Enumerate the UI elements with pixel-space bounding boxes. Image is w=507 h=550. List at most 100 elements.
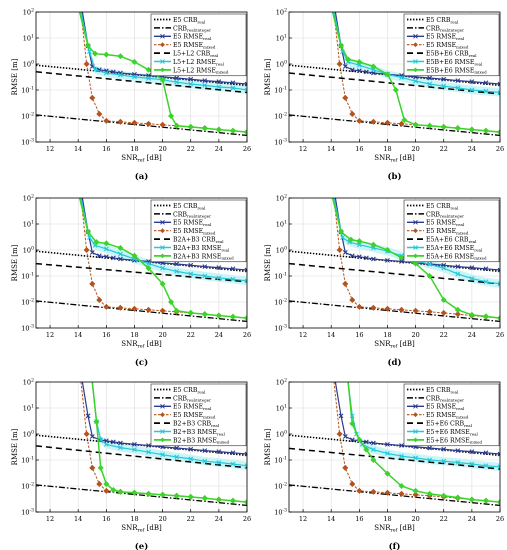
series-line-1 xyxy=(289,484,500,507)
x-tick-label: 22 xyxy=(187,331,195,339)
data-point xyxy=(356,436,363,443)
data-point xyxy=(426,122,433,129)
x-axis-label: SNRref [dB] xyxy=(374,524,415,534)
x-axis-label-main: SNR xyxy=(374,524,391,532)
legend-label: E5B+E6 RMSEmixed xyxy=(426,67,487,74)
x-axis-label: SNRref [dB] xyxy=(121,154,162,164)
data-point xyxy=(215,496,222,503)
data-point xyxy=(244,451,247,457)
legend-label: E5B+E6 RMSEreal xyxy=(426,59,483,66)
y-tick-label: 101 xyxy=(276,404,287,413)
series-line-4 xyxy=(289,447,500,470)
data-point xyxy=(356,303,363,310)
data-point xyxy=(455,85,461,91)
x-axis-label-unit: [dB] xyxy=(397,154,415,162)
legend-swatch-marker xyxy=(160,245,165,250)
legend-label: E5B+E6 CRBreal xyxy=(426,51,477,58)
series-line-4 xyxy=(289,72,500,95)
y-tick-base: 10 xyxy=(276,35,284,43)
legend-label: B2+B3 CRBreal xyxy=(173,421,220,428)
data-point xyxy=(385,257,390,263)
data-point xyxy=(440,492,447,499)
x-axis-label-main: SNR xyxy=(121,340,138,348)
data-point xyxy=(440,309,447,316)
legend-label-main: E5 RMSE xyxy=(173,220,204,227)
data-point xyxy=(412,260,419,267)
data-point xyxy=(93,239,100,246)
data-point xyxy=(202,78,208,83)
y-axis-label: RMSE [m] xyxy=(11,428,19,465)
data-point xyxy=(230,450,236,456)
legend-swatch-marker xyxy=(160,253,165,259)
legend-label-sub: real xyxy=(450,19,459,24)
x-tick-label: 16 xyxy=(355,145,363,153)
data-point xyxy=(497,464,500,470)
data-point xyxy=(202,264,208,269)
data-point xyxy=(173,492,180,499)
data-point xyxy=(243,129,247,136)
legend-label-sub: real/integer xyxy=(187,214,211,219)
data-point xyxy=(202,448,208,453)
x-tick-label: 16 xyxy=(355,331,363,339)
panel-label: (a) xyxy=(135,171,149,182)
data-point xyxy=(201,495,208,502)
data-point xyxy=(173,122,180,129)
x-tick-label: 18 xyxy=(383,331,391,339)
y-tick-exponent: 2 xyxy=(31,8,34,14)
data-point xyxy=(230,80,236,86)
legend-swatch-marker xyxy=(160,42,165,48)
legend-label-main: E5 RMSE xyxy=(426,404,457,411)
data-point xyxy=(103,70,109,76)
data-point xyxy=(483,88,489,94)
legend-label-sub: mixed xyxy=(203,230,216,235)
data-point xyxy=(370,118,377,125)
y-tick-exponent: 2 xyxy=(31,378,34,384)
data-point xyxy=(230,276,236,282)
data-point xyxy=(454,494,461,501)
legend-label-sub: real xyxy=(197,205,206,210)
data-point xyxy=(454,306,461,313)
legend-label-main: B2A+B3 CRB xyxy=(173,237,216,244)
legend-swatch-marker xyxy=(160,33,165,39)
y-tick-label: 100 xyxy=(276,246,287,255)
data-point xyxy=(145,490,152,497)
data-point xyxy=(370,241,377,248)
x-tick-label: 22 xyxy=(440,515,448,523)
legend-label: E5 RMSEmixed xyxy=(426,42,469,49)
x-tick-label: 20 xyxy=(158,145,166,153)
data-point xyxy=(363,446,370,453)
data-point xyxy=(92,50,99,57)
data-point xyxy=(117,118,124,125)
y-axis-label: RMSE [m] xyxy=(11,58,19,95)
x-axis-label-sub: ref xyxy=(390,344,398,350)
data-point xyxy=(83,246,90,254)
y-tick-label: 10-2 xyxy=(21,112,34,121)
x-tick-label: 16 xyxy=(355,515,363,523)
data-point xyxy=(482,127,489,134)
legend-label-main: E5 RMSE xyxy=(426,220,457,227)
series-line-5 xyxy=(80,12,247,91)
legend-label-main: E5 CRB xyxy=(426,203,451,210)
y-tick-base: 10 xyxy=(274,299,282,307)
data-point xyxy=(230,461,236,467)
legend-label: E5 RMSEreal xyxy=(173,404,212,411)
legend-label-sub: real xyxy=(468,239,477,244)
y-tick-exponent: -3 xyxy=(30,138,35,144)
data-point xyxy=(469,276,475,281)
y-axis-label: RMSE [m] xyxy=(264,58,272,95)
legend-label-main: E5A+E6 RMSE xyxy=(426,253,475,260)
x-tick-label: 22 xyxy=(187,515,195,523)
legend-label-main: L5+L2 CRB xyxy=(173,51,211,58)
data-point xyxy=(398,120,405,127)
y-tick-label: 10-3 xyxy=(274,138,287,147)
legend-label-main: B2+B3 RMSE xyxy=(173,429,217,436)
legend-label-sub: mixed xyxy=(456,230,469,235)
data-point xyxy=(349,480,356,487)
data-point xyxy=(371,447,376,453)
y-tick-exponent: 2 xyxy=(284,8,287,14)
data-point xyxy=(131,489,138,496)
legend-swatch-marker xyxy=(413,437,418,443)
